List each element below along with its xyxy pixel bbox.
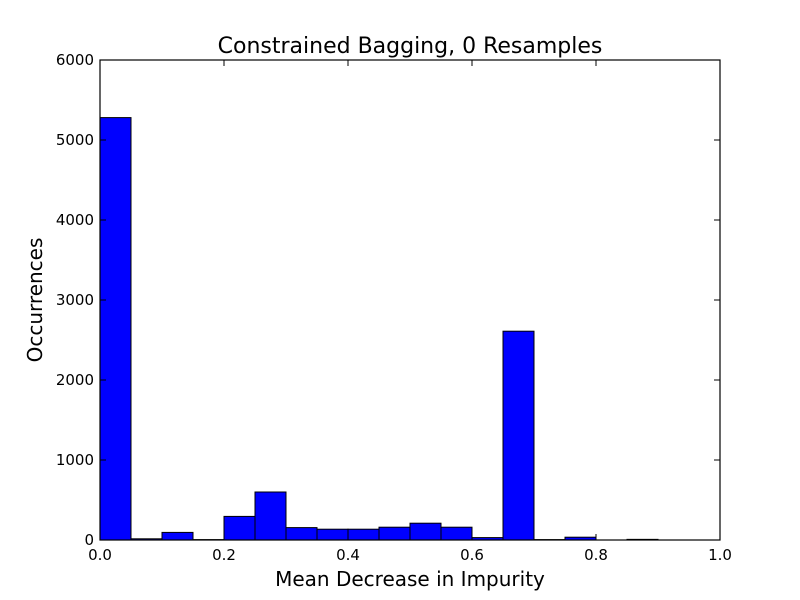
plot-frame: [99, 59, 721, 541]
x-tick-label: 1.0: [708, 546, 732, 564]
y-tick-label: 4000: [56, 211, 94, 229]
y-tick-label: 2000: [56, 371, 94, 389]
y-tick-label: 0: [84, 531, 94, 549]
histogram-bar: [254, 491, 287, 541]
y-tick-label: 5000: [56, 131, 94, 149]
histogram-bar: [99, 117, 132, 541]
x-tick-label: 0.0: [88, 546, 112, 564]
y-tick-label: 1000: [56, 451, 94, 469]
y-tick-label: 3000: [56, 291, 94, 309]
x-axis-ticks: 0.0 0.2 0.4 0.6 0.8 1.0: [88, 60, 732, 564]
histogram-bar: [502, 330, 535, 541]
x-tick-label: 0.8: [584, 546, 608, 564]
histogram-bar: [378, 526, 411, 541]
y-axis-ticks: 0 1000 2000 3000 4000 5000 6000: [56, 51, 720, 549]
y-axis-label: Occurrences: [23, 238, 47, 363]
x-axis-label: Mean Decrease in Impurity: [275, 567, 545, 591]
histogram-bar: [223, 515, 256, 541]
histogram-bar: [409, 522, 442, 541]
histogram-bar: [316, 528, 349, 541]
histogram-bar: [161, 531, 194, 541]
histogram-bar: [440, 526, 473, 541]
x-tick-label: 0.6: [460, 546, 484, 564]
x-tick-label: 0.4: [336, 546, 360, 564]
chart-title: Constrained Bagging, 0 Resamples: [218, 34, 603, 59]
y-tick-label: 6000: [56, 51, 94, 69]
histogram-bars: [99, 117, 659, 541]
x-tick-label: 0.2: [212, 546, 236, 564]
histogram-bar: [285, 527, 318, 541]
histogram-bar: [347, 528, 380, 541]
